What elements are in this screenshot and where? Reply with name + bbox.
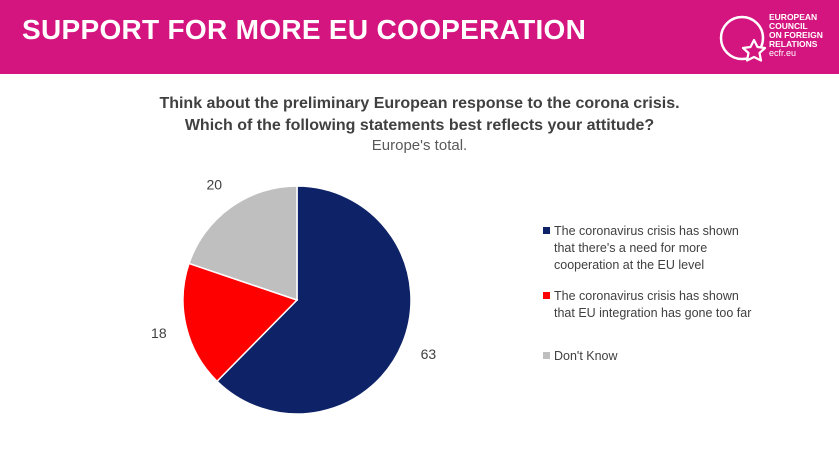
legend-swatch	[543, 292, 550, 299]
ecfr-logo[interactable]: EUROPEAN COUNCIL ON FOREIGN RELATIONS ec…	[717, 10, 835, 66]
pie-slice	[215, 185, 412, 415]
pie-slice	[188, 185, 298, 302]
pie-data-label: 63	[421, 346, 437, 362]
legend-item-more-cooperation: The coronavirus crisis has shown that th…	[543, 223, 803, 274]
chart-subtitle: Europe's total.	[371, 137, 468, 154]
chart-question: Think about the preliminary European res…	[0, 93, 839, 137]
legend-label: that there's a need for more	[554, 241, 708, 255]
logo-line: RELATIONS	[769, 39, 818, 49]
logo-line: ON FOREIGN	[769, 30, 823, 40]
legend-label: Don't Know	[554, 349, 618, 363]
logo-line: EUROPEAN	[769, 12, 818, 22]
pie-data-label: 20	[206, 177, 222, 193]
page-title: SUPPORT FOR MORE EU COOPERATION	[22, 14, 587, 45]
logo-line: COUNCIL	[769, 21, 808, 31]
legend-label: that EU integration has gone too far	[554, 306, 752, 320]
legend-swatch	[543, 227, 550, 234]
chart-title-line2: Which of the following statements best r…	[184, 117, 655, 134]
legend-item-gone-too-far: The coronavirus crisis has shown that EU…	[543, 288, 803, 322]
legend-label: The coronavirus crisis has shown	[554, 289, 739, 303]
legend-swatch	[543, 352, 550, 359]
logo-url: ecfr.eu	[769, 48, 797, 58]
chart-legend: The coronavirus crisis has shown that th…	[543, 223, 803, 379]
legend-label: The coronavirus crisis has shown	[554, 224, 739, 238]
pie-data-label: 18	[151, 325, 167, 341]
legend-label: cooperation at the EU level	[554, 258, 705, 272]
star-circle-icon	[719, 15, 767, 62]
chart-title: Think about the preliminary European res…	[159, 95, 680, 112]
legend-item-dont-know: Don't Know	[543, 348, 803, 365]
header-bar: SUPPORT FOR MORE EU COOPERATION EUROPEAN…	[0, 0, 839, 74]
logo-text: EUROPEAN COUNCIL ON FOREIGN RELATIONS ec…	[769, 13, 823, 58]
pie-slice	[182, 262, 299, 383]
